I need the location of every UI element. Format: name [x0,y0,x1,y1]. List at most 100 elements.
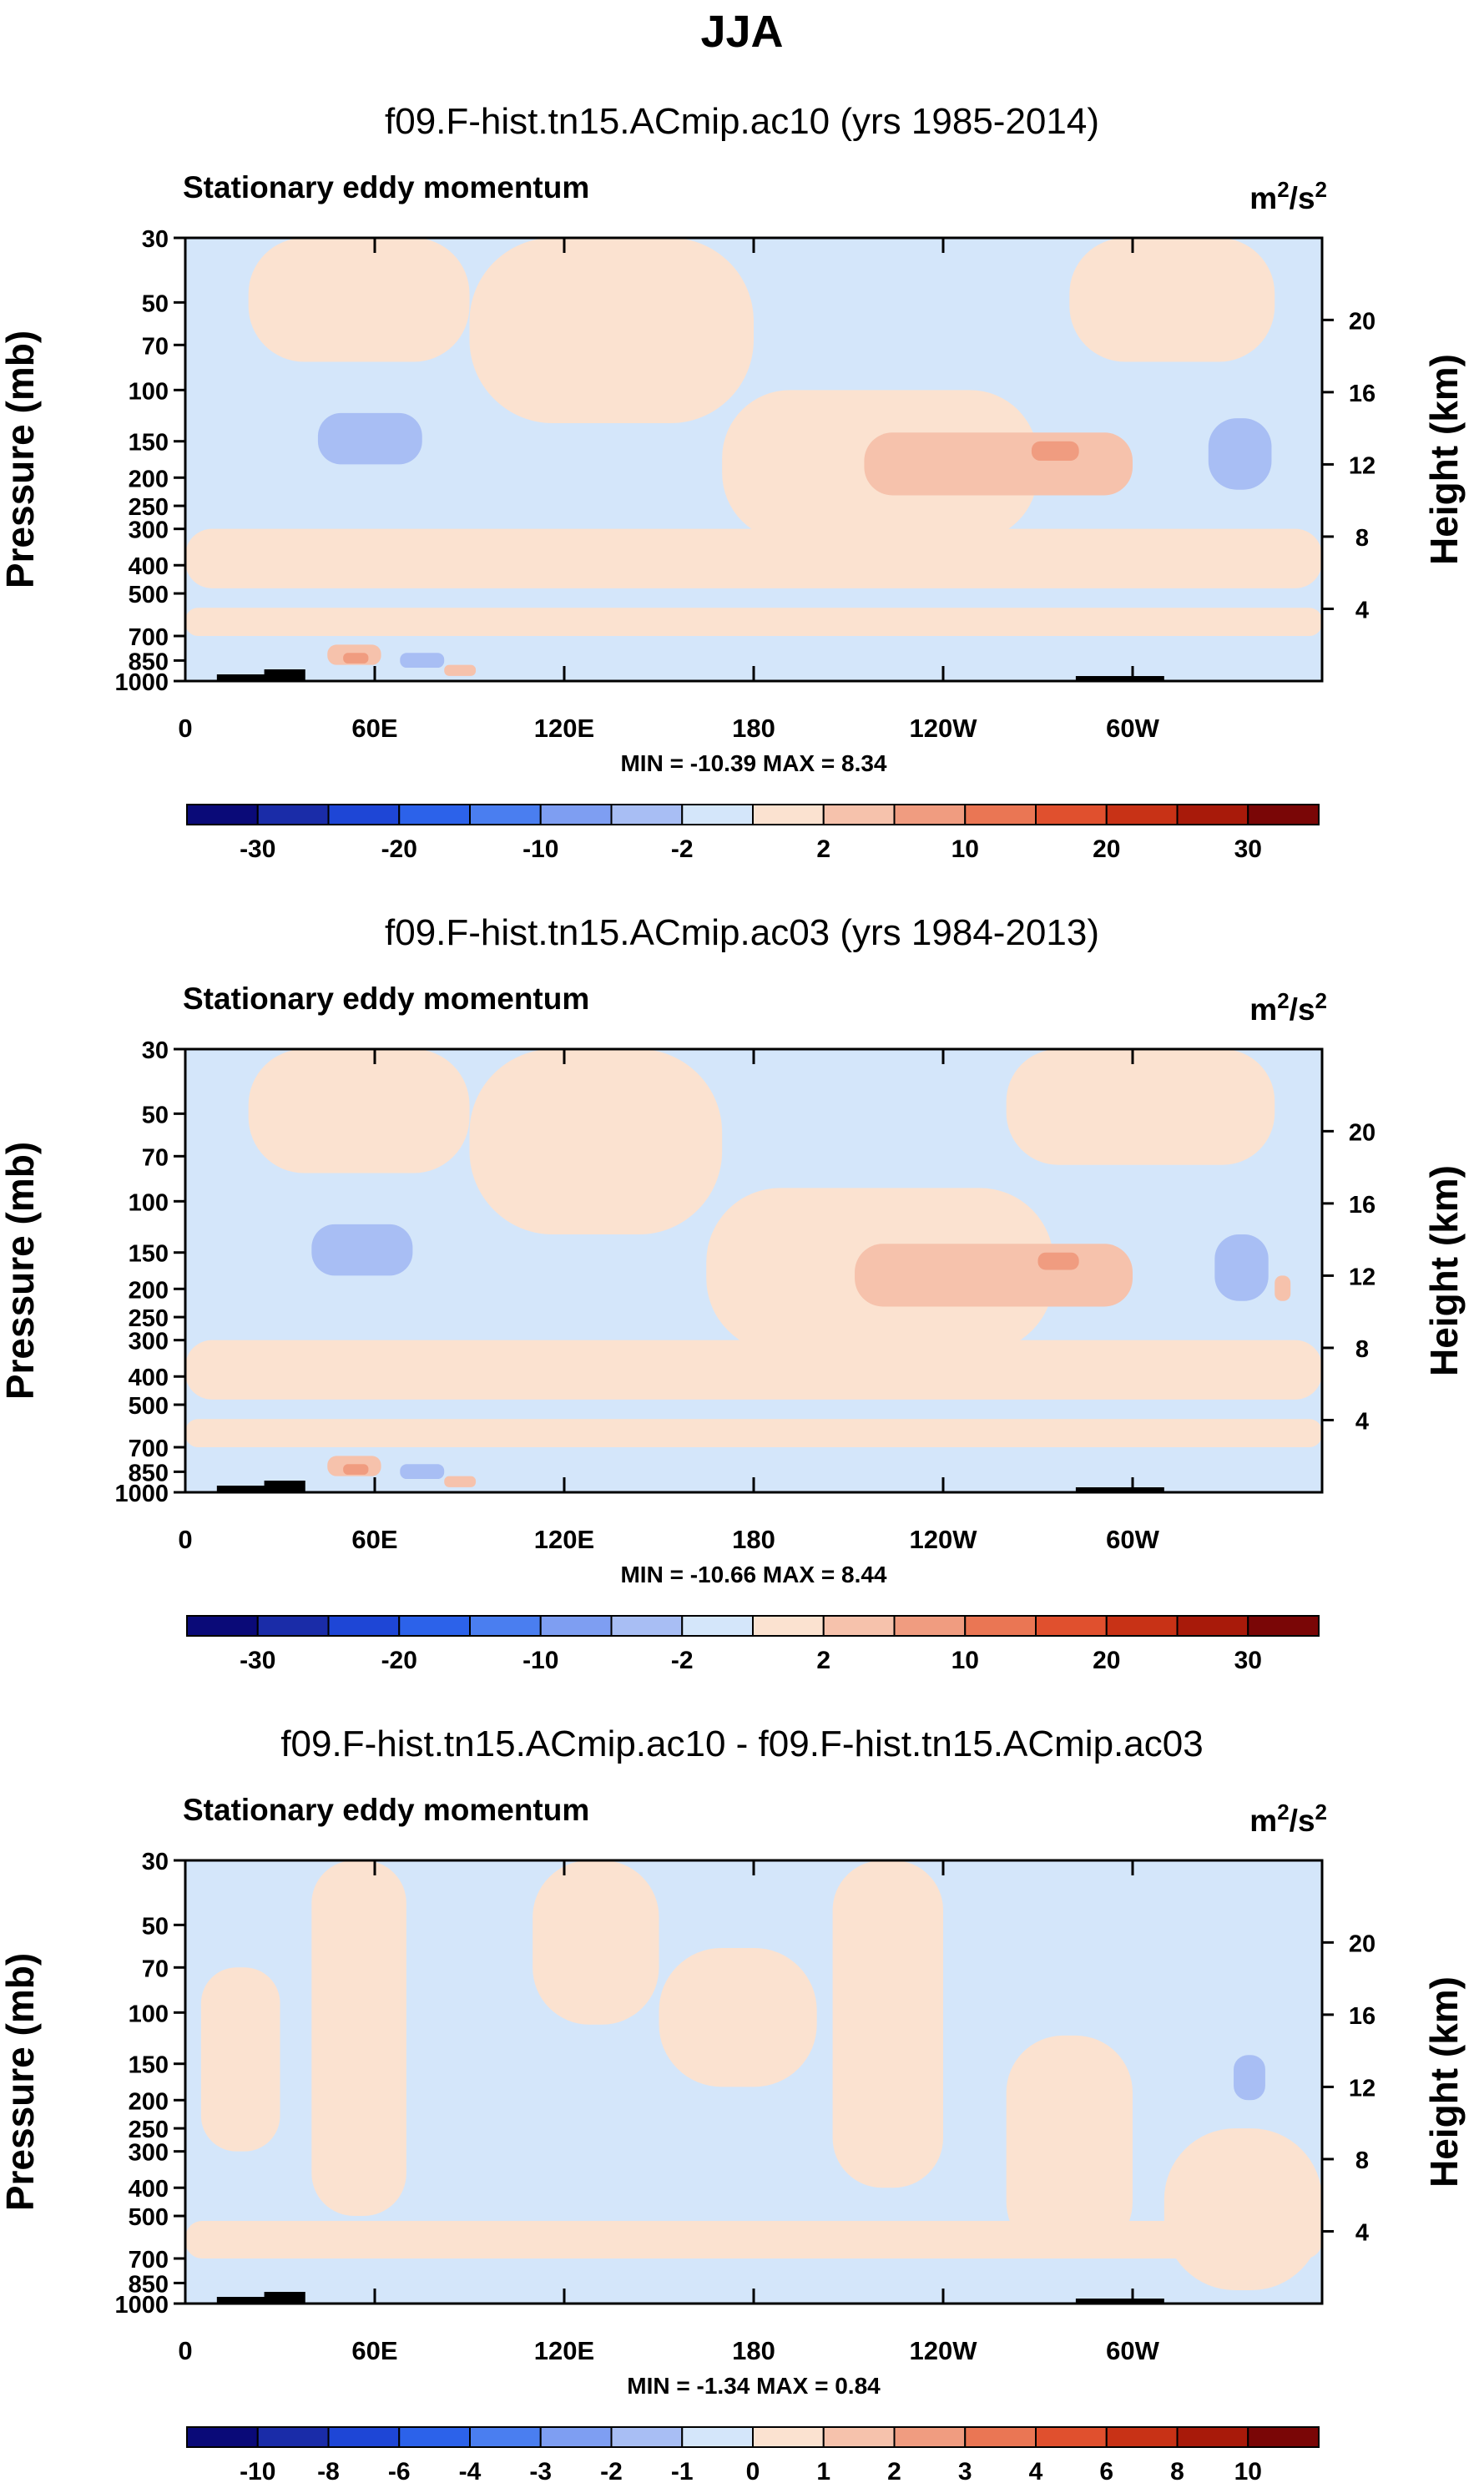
y-tick-label: 850 [129,2271,169,2298]
min-max-stats: MIN = -10.39 MAX = 8.34 [620,750,886,776]
y-tick-label: 500 [129,582,169,608]
colorbar-box [610,1615,684,1637]
topography [216,2292,1164,2304]
colorbar: -30 -20 -10 -2 2 10 20 30 [186,1615,1320,1674]
height-tick-label: 8 [1355,525,1369,552]
topography-block-2 [264,2292,305,2304]
contour-fills [185,1860,1322,2291]
colorbar-box [1247,804,1320,825]
colorbar-box [1035,2426,1108,2448]
colorbar-label: 2 [887,2458,901,2483]
y-tick-label: 30 [142,1037,169,1064]
units-label: m2/s2 [1249,177,1327,215]
y-tick-label: 1000 [114,1481,169,1507]
colorbar-box [539,804,613,825]
contour-region-13 [400,653,445,669]
colorbar-box [256,2426,330,2448]
y-tick-label: 850 [129,1460,169,1486]
colorbar-label: 1 [816,2458,830,2483]
colorbar-box [822,1615,896,1637]
colorbar-label: 30 [1234,1647,1262,1674]
colorbar-label: 10 [1234,2458,1262,2483]
x-tick-label: 0 [178,2336,192,2365]
colorbar-box [610,804,684,825]
topography-block-2 [264,1481,305,1492]
colorbar-box [1176,1615,1249,1637]
height-tick-label: 12 [1349,1264,1375,1290]
colorbar-label: 3 [958,2458,972,2483]
y-tick-label: 70 [142,1956,169,1982]
height-tick-label: 8 [1355,1336,1369,1363]
colorbar-box [469,1615,542,1637]
panel-title: f09.F-hist.tn15.ACmip.ac03 (yrs 1984-201… [385,912,1099,953]
x-tick-label: 180 [732,1525,775,1554]
contour-region-7 [185,2220,1322,2258]
y-tick-label: 500 [129,1393,169,1420]
panel-title: f09.F-hist.tn15.ACmip.ac10 - f09.F-hist.… [280,1723,1203,1764]
colorbar-box [893,804,967,825]
height-tick-label: 4 [1355,1408,1369,1435]
height-tick-label: 12 [1349,452,1375,479]
topography-block-1 [216,1486,280,1492]
y-tick-label: 50 [142,1913,169,1940]
colorbar-box [681,2426,754,2448]
y-tick-label: 150 [129,430,169,457]
contour-region-2 [469,1049,723,1235]
colorbar-label: 4 [1029,2458,1043,2483]
y-tick-label: 700 [129,624,169,651]
topography-block-1 [216,674,280,681]
y-tick-label: 400 [129,1365,169,1391]
y-tick-label: 100 [129,2001,169,2027]
colorbar-label: -2 [671,835,694,863]
colorbar-box [752,1615,825,1637]
y-tick-label: 250 [129,1305,169,1332]
units-label: m2/s2 [1249,988,1327,1027]
contour-region-4 [1069,238,1275,362]
contour-region-6 [185,608,1322,636]
colorbar-label: 30 [1234,835,1262,863]
y-tick-label: 100 [129,1189,169,1216]
x-tick-label: 60W [1106,2336,1159,2365]
colorbar-box [256,804,330,825]
y-tick-label: 400 [129,553,169,580]
colorbar-box [327,1615,401,1637]
colorbar-label: 20 [1093,1647,1120,1674]
colorbar-box [398,804,471,825]
height-tick-label: 4 [1355,2219,1369,2246]
colorbar-label: -8 [317,2458,340,2483]
contour-region-14 [400,1464,445,1480]
y-tick-label: 100 [129,378,169,405]
y-tick-label: 500 [129,2204,169,2231]
contour-region-9 [311,1224,413,1276]
x-tick-label: 120E [534,2336,594,2365]
colorbar-label: -10 [522,835,558,863]
colorbar-label: -20 [381,835,417,863]
colorbar-box [327,804,401,825]
chart-panel-1: f09.F-hist.tn15.ACmip.ac10 (yrs 1985-201… [0,101,1466,863]
y-tick-label: 850 [129,649,169,675]
contour-region-11 [1275,1275,1291,1301]
colorbar-box [610,2426,684,2448]
contour-region-5 [185,528,1322,588]
topography-block-3 [1075,2299,1164,2304]
colorbar-box [1247,1615,1320,1637]
y-tick-label: 700 [129,2247,169,2274]
y-tick-label: 70 [142,1144,169,1171]
y-tick-label: 1000 [114,669,169,696]
colorbar-box [469,2426,542,2448]
topography-block-3 [1075,676,1164,681]
y-axis-title: Pressure (mb) [0,1953,42,2211]
height-tick-label: 8 [1355,2147,1369,2174]
y-tick-label: 700 [129,1436,169,1462]
x-tick-label: 60E [351,2336,397,2365]
colorbar-box [539,1615,613,1637]
contour-region-10 [1214,1234,1269,1301]
colorbar-box [1105,804,1179,825]
colorbar-label: -6 [388,2458,411,2483]
colorbar-label: 6 [1099,2458,1113,2483]
x-tick-label: 180 [732,714,775,743]
colorbar-box [822,2426,896,2448]
colorbar-box [256,1615,330,1637]
colorbar-box [186,2426,259,2448]
